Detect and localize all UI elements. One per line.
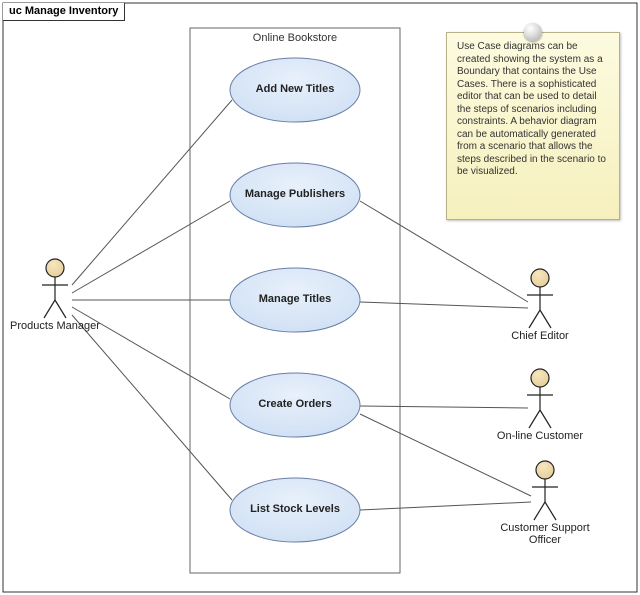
- usecase-uc3[interactable]: [230, 268, 360, 332]
- actor-label: Products Manager: [0, 320, 115, 332]
- system-boundary-label: Online Bookstore: [190, 32, 400, 44]
- diagram-note-text: Use Case diagrams can be created showing…: [457, 41, 606, 177]
- usecase-uc2[interactable]: [230, 163, 360, 227]
- diagram-note: Use Case diagrams can be created showing…: [446, 32, 620, 220]
- actor-label: On-line Customer: [480, 430, 600, 442]
- usecase-uc1[interactable]: [230, 58, 360, 122]
- actor-label: Chief Editor: [480, 330, 600, 342]
- usecase-uc4[interactable]: [230, 373, 360, 437]
- note-pin-icon: [524, 23, 542, 41]
- diagram-title: uc Manage Inventory: [3, 3, 125, 21]
- actor-label: Customer Support Officer: [485, 522, 605, 546]
- usecase-uc5[interactable]: [230, 478, 360, 542]
